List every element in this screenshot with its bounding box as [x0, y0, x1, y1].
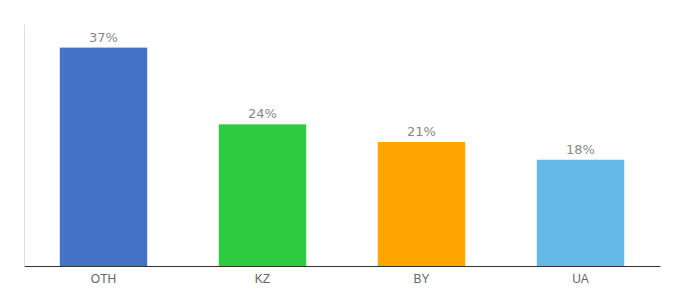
data-label: 24% — [248, 106, 277, 121]
data-labels: 37% 24% 21% 18% — [89, 30, 595, 157]
y-axis-line — [24, 25, 25, 267]
y-axis — [24, 25, 25, 267]
bar — [537, 160, 624, 266]
data-label: 37% — [89, 30, 118, 45]
x-tick: UA — [572, 272, 589, 286]
plot: OTH KZ BY UA 37% 24% 21% 18% — [25, 25, 661, 286]
chart-svg: OTH KZ BY UA 37% 24% 21% 18% — [0, 0, 680, 300]
x-tick-label: BY — [413, 272, 429, 286]
x-axis-line — [25, 266, 661, 267]
bar — [219, 124, 306, 266]
data-label: 21% — [407, 124, 436, 139]
bar — [378, 142, 465, 266]
x-tick: OTH — [91, 272, 116, 286]
x-tick-label: KZ — [255, 272, 270, 286]
x-tick-label: UA — [572, 272, 589, 286]
x-axis: OTH KZ BY UA — [25, 267, 661, 286]
x-tick: BY — [413, 272, 429, 286]
x-tick-label: OTH — [91, 272, 116, 286]
bar — [60, 48, 147, 266]
x-tick: KZ — [255, 272, 270, 286]
bars — [60, 48, 624, 266]
data-label: 18% — [566, 142, 595, 157]
chart-container: OTH KZ BY UA 37% 24% 21% 18% — [0, 0, 680, 300]
